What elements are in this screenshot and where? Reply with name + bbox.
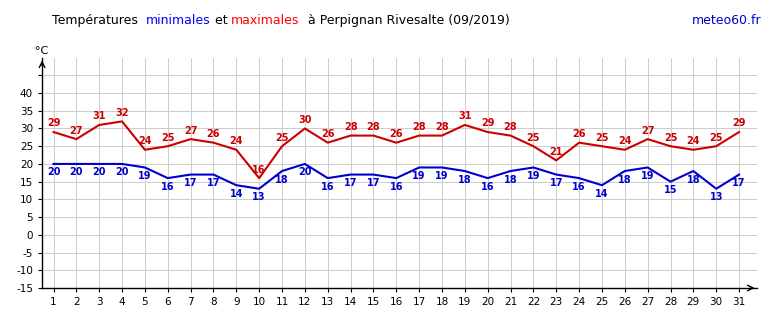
- Text: 19: 19: [435, 171, 449, 181]
- Text: 18: 18: [503, 175, 517, 185]
- Text: 26: 26: [321, 129, 334, 139]
- Text: 28: 28: [343, 122, 357, 132]
- Text: 13: 13: [252, 192, 266, 202]
- Text: 20: 20: [93, 167, 106, 178]
- Text: à Perpignan Rivesalte (09/2019): à Perpignan Rivesalte (09/2019): [300, 14, 509, 28]
- Text: 16: 16: [572, 182, 586, 192]
- Text: 18: 18: [275, 175, 289, 185]
- Text: 30: 30: [298, 115, 311, 125]
- Text: 26: 26: [572, 129, 586, 139]
- Text: 20: 20: [298, 167, 311, 178]
- Text: 25: 25: [526, 133, 540, 143]
- Text: 16: 16: [252, 164, 266, 175]
- Text: 17: 17: [343, 178, 357, 188]
- Text: meteo60.fr: meteo60.fr: [692, 14, 761, 28]
- Text: 25: 25: [709, 133, 723, 143]
- Text: 19: 19: [138, 171, 151, 181]
- Text: 17: 17: [732, 178, 746, 188]
- Text: 24: 24: [230, 136, 243, 146]
- Text: 16: 16: [481, 182, 494, 192]
- Text: 18: 18: [458, 175, 472, 185]
- Text: 27: 27: [641, 125, 654, 136]
- Text: 24: 24: [618, 136, 632, 146]
- Text: 16: 16: [321, 182, 334, 192]
- Text: 24: 24: [687, 136, 700, 146]
- Text: 20: 20: [47, 167, 60, 178]
- Text: 20: 20: [116, 167, 129, 178]
- Text: 27: 27: [184, 125, 197, 136]
- Text: 28: 28: [412, 122, 426, 132]
- Text: 19: 19: [641, 171, 654, 181]
- Text: 18: 18: [618, 175, 632, 185]
- Text: 13: 13: [709, 192, 723, 202]
- Text: 16: 16: [389, 182, 403, 192]
- Text: 19: 19: [412, 171, 426, 181]
- Text: 20: 20: [70, 167, 83, 178]
- Text: 29: 29: [47, 118, 60, 129]
- Text: 24: 24: [138, 136, 151, 146]
- Text: 14: 14: [595, 189, 609, 199]
- Text: 21: 21: [549, 147, 563, 157]
- Text: 17: 17: [207, 178, 220, 188]
- Text: 17: 17: [184, 178, 197, 188]
- Text: 18: 18: [686, 175, 700, 185]
- Text: 26: 26: [207, 129, 220, 139]
- Text: 28: 28: [503, 122, 517, 132]
- Text: Températures: Températures: [52, 14, 146, 28]
- Text: 17: 17: [366, 178, 380, 188]
- Text: 25: 25: [275, 133, 288, 143]
- Text: maximales: maximales: [231, 14, 300, 28]
- Text: 17: 17: [549, 178, 563, 188]
- Text: minimales: minimales: [146, 14, 210, 28]
- Text: 26: 26: [389, 129, 403, 139]
- Text: 25: 25: [664, 133, 677, 143]
- Text: 25: 25: [595, 133, 609, 143]
- Text: 31: 31: [93, 111, 106, 121]
- Text: °C: °C: [35, 46, 49, 56]
- Text: 19: 19: [526, 171, 540, 181]
- Text: 31: 31: [458, 111, 471, 121]
- Text: 32: 32: [116, 108, 129, 118]
- Text: 27: 27: [70, 125, 83, 136]
- Text: 28: 28: [435, 122, 449, 132]
- Text: 29: 29: [481, 118, 494, 129]
- Text: 14: 14: [230, 189, 243, 199]
- Text: 15: 15: [664, 185, 677, 195]
- Text: 29: 29: [732, 118, 746, 129]
- Text: 16: 16: [161, 182, 174, 192]
- Text: 25: 25: [161, 133, 174, 143]
- Text: et: et: [210, 14, 231, 28]
- Text: 28: 28: [366, 122, 380, 132]
